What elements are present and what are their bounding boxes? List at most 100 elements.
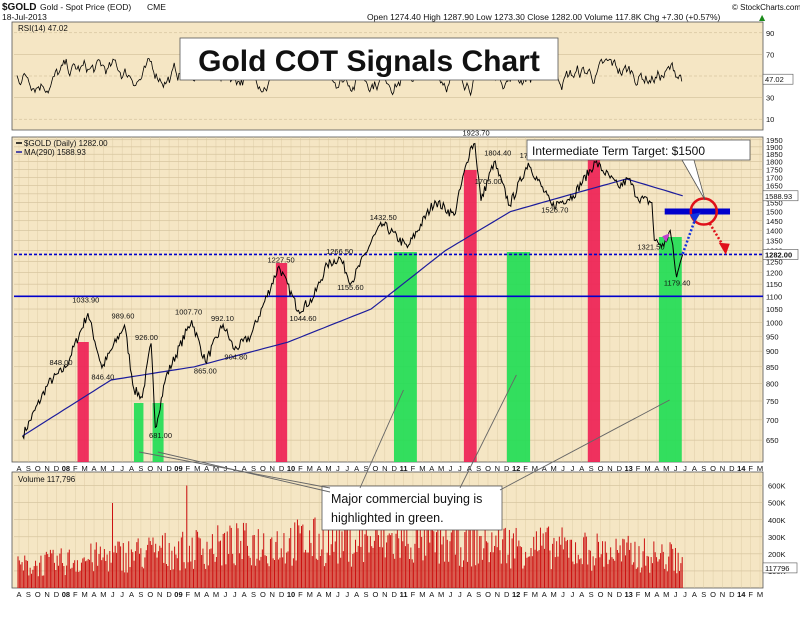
commercial-callout-line2: highlighted in green. [331,511,444,525]
price-annotation: 992.10 [211,314,234,323]
x-tick-label: D [617,464,623,473]
x-tick-label: O [598,590,604,599]
price-tick-label: 1400 [766,226,783,235]
x-tick-label: M [325,590,331,599]
x-tick-label: M [644,464,650,473]
x-tick-label: 09 [174,464,182,473]
x-tick-label: J [683,590,687,599]
x-tick-label: M [419,464,425,473]
price-annotation: 681.00 [149,431,172,440]
x-tick-label: N [270,590,275,599]
x-tick-label: D [166,590,172,599]
x-tick-label: 12 [512,464,520,473]
price-annotation: 1227.50 [268,255,295,264]
price-annotation: 848.00 [50,358,73,367]
x-tick-label: D [617,590,623,599]
axes: 1950190018501800175017001650160015501500… [16,29,799,599]
x-tick-label: A [429,464,434,473]
x-tick-label: S [476,590,481,599]
callout-pointer-line [459,374,517,489]
green-signal-zone [506,252,531,462]
x-tick-label: O [35,464,41,473]
x-tick-label: J [120,590,124,599]
x-tick-label: M [532,590,538,599]
x-tick-label: O [373,464,379,473]
volume-label: Volume 117,796 [18,475,76,484]
x-tick-label: A [92,590,97,599]
price-tick-label: 650 [766,436,779,445]
x-tick-label: J [336,464,340,473]
x-tick-label: F [748,590,753,599]
x-tick-label: M [100,590,106,599]
price-tick-label: 750 [766,397,779,406]
x-tick-label: A [354,590,359,599]
price-tick-label: 1500 [766,208,783,217]
rsi-series [16,51,683,97]
x-tick-label: S [138,464,143,473]
x-tick-label: D [166,464,172,473]
x-tick-label: A [129,590,134,599]
price-annotation: 1155.60 [337,283,364,292]
ma-value-tag [762,190,799,202]
x-tick-label: F [748,464,753,473]
price-annotation: 846.40 [91,372,114,381]
x-tick-label: J [233,464,237,473]
x-tick-label: O [598,464,604,473]
x-tick-label: J [111,464,115,473]
x-tick-label: 14 [737,590,746,599]
price-tick-label: 850 [766,363,779,372]
x-tick-label: A [654,590,659,599]
x-tick-label: N [495,464,500,473]
price-annotation: 926.00 [135,333,158,342]
x-tick-label: J [336,590,340,599]
rsi-line [16,51,683,97]
x-tick-label: F [636,464,641,473]
x-tick-label: A [204,590,209,599]
header-quote: Open 1274.40 High 1287.90 Low 1273.30 Cl… [367,12,720,22]
green-signal-zone [152,403,164,462]
x-tick-label: A [129,464,134,473]
x-tick-label: O [485,464,491,473]
price-tick-label: 1000 [766,318,783,327]
quote-up-arrow-icon: ▲ [759,13,766,22]
x-tick-label: O [260,464,266,473]
x-tick-label: A [16,590,21,599]
rsi-tick-label: 90 [766,29,774,38]
volume-tick-label: 300K [768,533,786,542]
red-arrow-head [718,242,730,255]
title-box [179,37,559,81]
x-tick-label: S [138,590,143,599]
target-callout-pointer [681,159,706,201]
price-annotation: 1432.50 [370,213,397,222]
x-tick-label: S [251,464,256,473]
x-tick-label: S [364,464,369,473]
x-tick-label: D [54,590,60,599]
price-tick-label: 1150 [766,280,782,289]
x-tick-label: F [523,464,528,473]
price-annotation: 989.60 [112,311,135,320]
price-tick-label: 1950 [766,136,783,145]
x-tick-label: M [532,464,538,473]
x-tick-label: A [317,464,322,473]
x-tick-label: M [419,590,425,599]
commercial-callout-line1: Major commercial buying is [331,492,482,506]
volume-value-tag [762,562,798,574]
x-tick-label: J [449,590,453,599]
x-tick-label: S [476,464,481,473]
x-tick-label: 10 [287,464,295,473]
x-tick-label: O [373,590,379,599]
volume-tick-label: 600K [768,482,786,491]
last-price-text: 1282.00 [765,250,792,259]
price-annotation: 1266.50 [326,247,353,256]
x-tick-label: J [223,590,227,599]
x-tick-label: N [44,464,49,473]
x-tick-label: A [579,464,584,473]
x-tick-label: M [551,590,557,599]
x-tick-label: O [147,464,153,473]
x-tick-label: S [589,464,594,473]
green-signal-zone [393,252,417,462]
rsi-value-text: 47.02 [765,75,784,84]
volume-tick-label: 200K [768,550,786,559]
x-tick-label: S [701,590,706,599]
